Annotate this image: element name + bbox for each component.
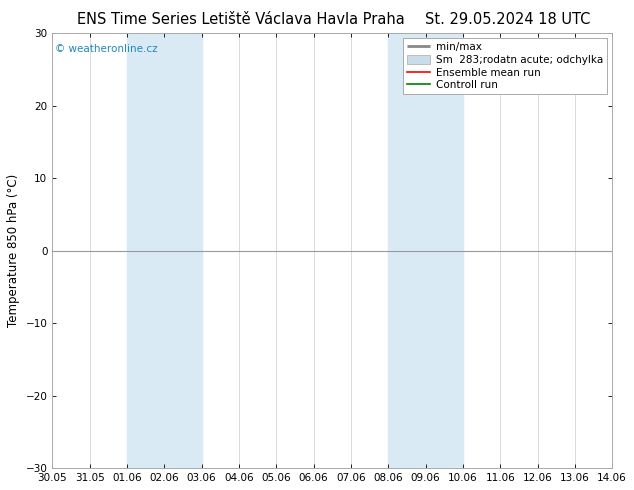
Text: St. 29.05.2024 18 UTC: St. 29.05.2024 18 UTC — [425, 12, 590, 27]
Text: © weatheronline.cz: © weatheronline.cz — [55, 44, 158, 54]
Y-axis label: Temperature 850 hPa (°C): Temperature 850 hPa (°C) — [7, 174, 20, 327]
Bar — [388, 33, 463, 468]
Text: ENS Time Series Letiště Václava Havla Praha: ENS Time Series Letiště Václava Havla Pr… — [77, 12, 404, 27]
Bar — [127, 33, 202, 468]
Legend: min/max, Sm  283;rodatn acute; odchylka, Ensemble mean run, Controll run: min/max, Sm 283;rodatn acute; odchylka, … — [403, 38, 607, 95]
